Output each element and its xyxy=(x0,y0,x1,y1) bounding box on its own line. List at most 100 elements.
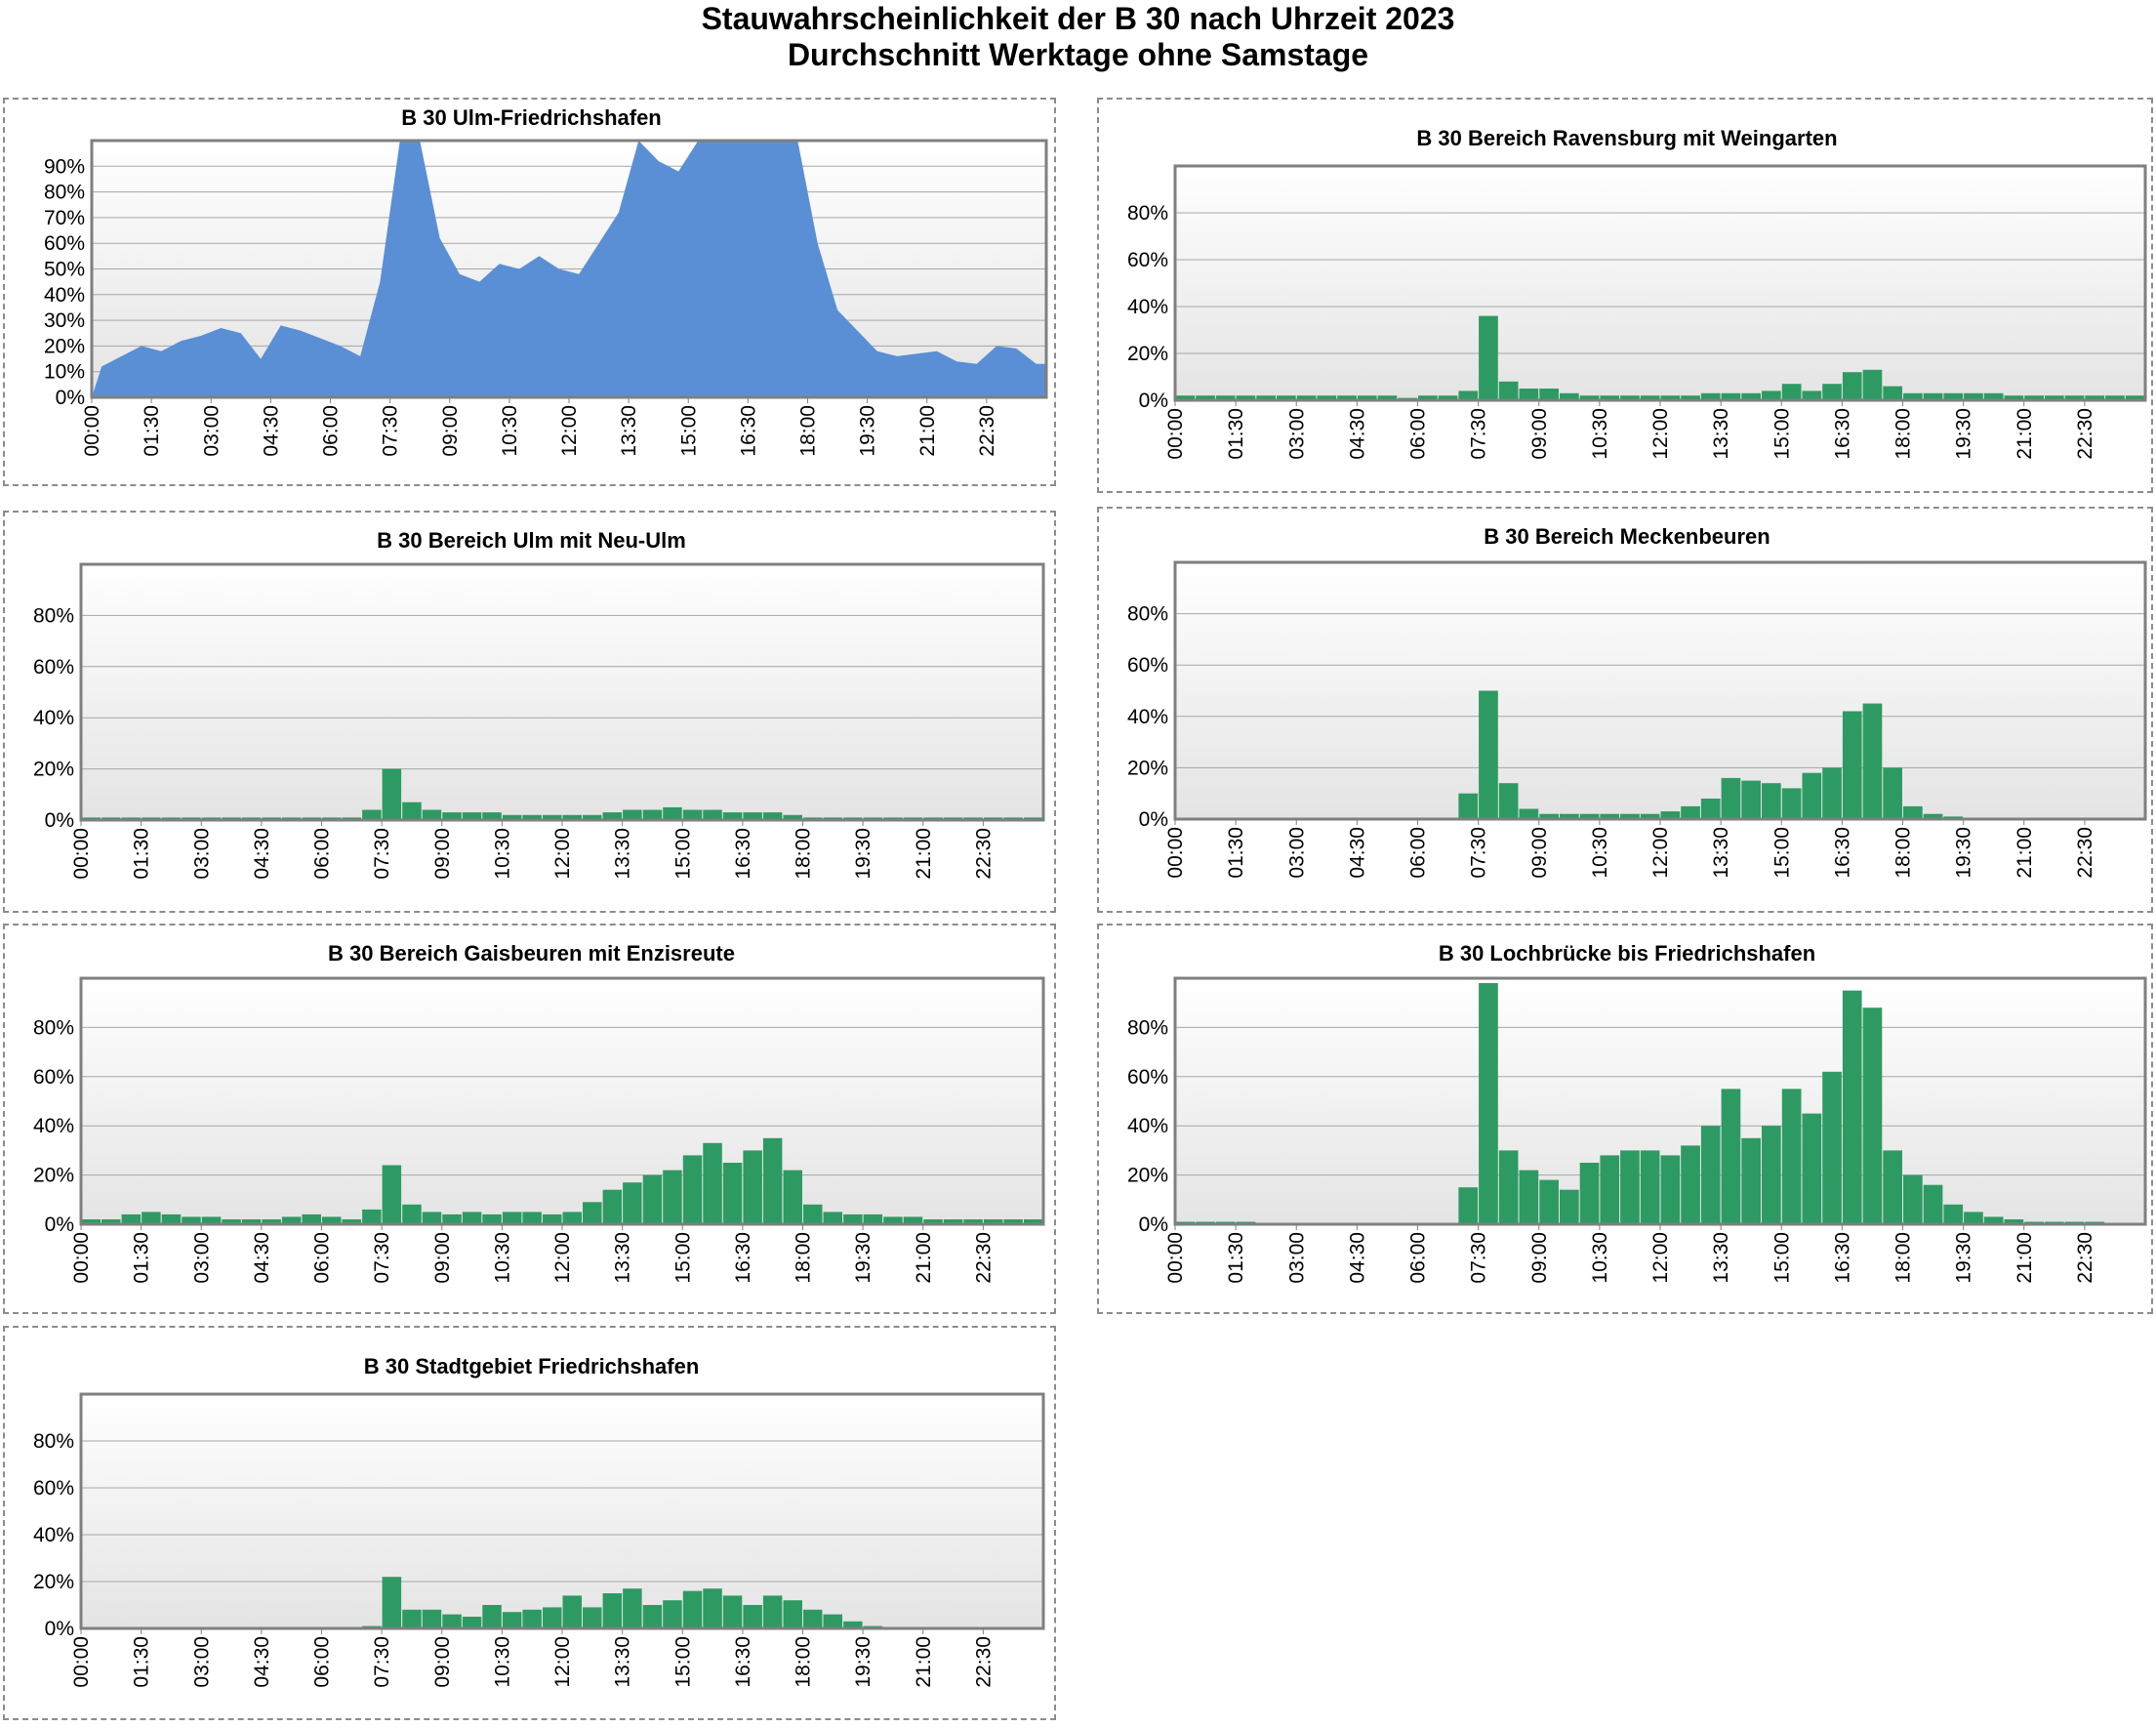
chart-svg-stadtgebiet: B 30 Stadtgebiet Friedrichshafen 0% 20% 40%… xyxy=(33,1354,1045,1688)
bar xyxy=(2045,395,2064,400)
x-tick-label: 07:30 xyxy=(371,828,393,880)
bar xyxy=(201,1216,222,1224)
x-tick-label: 01:30 xyxy=(1225,827,1247,879)
chart-title: B 30 Stadtgebiet Friedrichshafen xyxy=(364,1354,700,1378)
bar xyxy=(1903,805,1923,819)
x-tick-label: 16:30 xyxy=(732,1232,754,1284)
x-tick-label: 01:30 xyxy=(1225,408,1247,460)
bar xyxy=(1519,389,1539,400)
x-tick-label: 06:00 xyxy=(311,1232,334,1284)
bar xyxy=(1883,767,1902,819)
y-tick-label: 20% xyxy=(33,759,74,781)
x-tick-label: 00:00 xyxy=(1164,408,1187,460)
bar xyxy=(2064,395,2085,400)
x-tick-label: 18:00 xyxy=(793,1636,815,1688)
data-series xyxy=(81,1137,1043,1224)
x-tick-label: 16:30 xyxy=(732,828,754,880)
bar xyxy=(1560,813,1579,819)
x-tick-label: 18:00 xyxy=(797,405,820,457)
bar xyxy=(342,1219,361,1224)
bar xyxy=(1802,391,1822,400)
x-tick-label: 10:30 xyxy=(491,828,513,880)
bar xyxy=(422,1609,442,1628)
bar xyxy=(722,812,743,820)
bar xyxy=(502,814,522,820)
x-tick-label: 04:30 xyxy=(251,1232,273,1284)
bar xyxy=(803,1204,823,1224)
bar xyxy=(121,1214,142,1224)
y-tick-label: 80% xyxy=(33,1016,74,1039)
bar xyxy=(623,1588,642,1628)
x-tick-label: 03:00 xyxy=(190,1636,213,1688)
bar xyxy=(1923,392,1943,400)
x-tick-label: 01:30 xyxy=(131,1636,153,1688)
data-series xyxy=(92,141,1046,397)
bar xyxy=(1964,1212,1983,1224)
bar xyxy=(1762,1126,1781,1224)
bar xyxy=(1539,389,1559,400)
y-tick-label: 50% xyxy=(44,259,85,281)
y-tick-label: 80% xyxy=(1127,603,1168,626)
x-tick-label: 06:00 xyxy=(1407,827,1430,879)
x-tick-label: 15:00 xyxy=(1770,1232,1793,1284)
bar xyxy=(1458,391,1479,400)
bar xyxy=(562,1212,582,1224)
bar xyxy=(1458,793,1479,819)
y-tick-label: 60% xyxy=(1127,654,1168,677)
bar xyxy=(803,1609,823,1628)
x-tick-label: 19:30 xyxy=(857,405,879,457)
x-tick-label: 06:00 xyxy=(311,828,334,880)
x-tick-label: 10:30 xyxy=(1589,408,1611,460)
chart-title: B 30 Ulm-Friedrichshafen xyxy=(401,105,662,130)
x-tick-label: 00:00 xyxy=(1164,827,1187,879)
bar xyxy=(1983,392,2004,400)
bar xyxy=(1964,392,1983,400)
bar xyxy=(482,812,502,820)
x-tick-label: 12:00 xyxy=(1649,827,1672,879)
bar xyxy=(2125,395,2145,400)
bar xyxy=(2085,395,2105,400)
bar xyxy=(1762,783,1781,819)
x-tick-label: 22:30 xyxy=(2074,408,2096,460)
bar xyxy=(682,1590,703,1628)
x-tick-label: 22:30 xyxy=(972,1232,995,1284)
bar xyxy=(1479,315,1498,400)
x-tick-label: 15:00 xyxy=(677,405,700,457)
bar xyxy=(502,1612,522,1628)
bar xyxy=(1620,395,1640,400)
x-tick-label: 19:30 xyxy=(852,828,875,880)
bar xyxy=(1560,1189,1579,1224)
bar xyxy=(1802,1113,1822,1224)
bar xyxy=(762,1595,783,1628)
bar xyxy=(703,1588,722,1628)
bar xyxy=(482,1605,502,1628)
bar xyxy=(583,1202,602,1224)
y-tick-label: 10% xyxy=(44,361,85,384)
x-tick-label: 19:30 xyxy=(852,1636,875,1688)
bar xyxy=(743,1605,762,1628)
plot-area xyxy=(1175,978,2145,1224)
bar xyxy=(783,1600,802,1628)
x-tick-label: 10:30 xyxy=(1589,827,1611,879)
y-tick-label: 0% xyxy=(56,387,85,409)
chart-svg-meckenbeuren: B 30 Bereich Meckenbeuren 0% 20% 40% 60% 80% 0… xyxy=(1127,524,2147,879)
bar xyxy=(703,1142,722,1224)
y-tick-label: 30% xyxy=(44,309,85,332)
bar xyxy=(442,1614,462,1628)
bar xyxy=(102,1219,121,1224)
bar xyxy=(1903,1174,1923,1224)
bar xyxy=(2004,1219,2024,1224)
bar xyxy=(1640,813,1660,819)
x-tick-label: 00:00 xyxy=(1164,1232,1187,1284)
x-tick-label: 07:30 xyxy=(380,405,402,457)
area-series xyxy=(92,141,1046,397)
chart-panel-ulm-neu-ulm: B 30 Bereich Ulm mit Neu-Ulm 0% 20% 40% 60% 8… xyxy=(3,511,1056,913)
bar xyxy=(1721,1089,1741,1224)
bar xyxy=(1943,1204,1964,1224)
bar xyxy=(703,809,722,820)
y-tick-label: 20% xyxy=(1127,343,1168,365)
y-tick-label: 80% xyxy=(33,604,74,627)
bar xyxy=(1781,1089,1802,1224)
chart-title: B 30 Bereich Gaisbeuren mit Enzisreute xyxy=(328,941,735,966)
chart-title: B 30 Bereich Ulm mit Neu-Ulm xyxy=(377,528,686,553)
